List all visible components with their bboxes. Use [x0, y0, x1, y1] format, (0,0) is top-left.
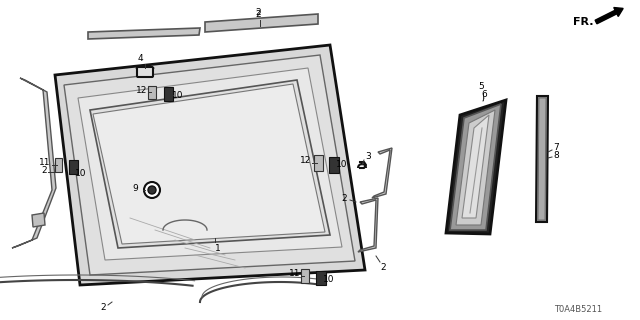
Polygon shape [450, 104, 501, 230]
Text: 2: 2 [100, 303, 106, 313]
Polygon shape [446, 100, 506, 234]
Polygon shape [538, 98, 546, 220]
Bar [68, 160, 77, 174]
Text: 10: 10 [76, 169, 87, 178]
Bar [163, 87, 173, 101]
Polygon shape [32, 213, 45, 227]
Polygon shape [93, 84, 325, 244]
Polygon shape [12, 78, 56, 248]
Text: 4: 4 [137, 53, 143, 62]
Text: 5: 5 [478, 82, 484, 91]
FancyBboxPatch shape [137, 67, 153, 77]
Text: 1: 1 [215, 244, 221, 252]
Text: 12: 12 [136, 85, 148, 94]
Text: 2: 2 [255, 10, 261, 19]
Bar [314, 155, 323, 171]
Text: 3: 3 [365, 151, 371, 161]
Bar [316, 271, 326, 285]
Bar [301, 269, 309, 283]
Text: 7: 7 [553, 142, 559, 151]
Text: 11: 11 [39, 157, 51, 166]
Polygon shape [88, 28, 200, 39]
Polygon shape [90, 80, 330, 248]
Text: 6: 6 [481, 90, 487, 99]
Circle shape [148, 186, 156, 194]
Text: 9: 9 [132, 183, 138, 193]
Bar [54, 158, 61, 172]
Text: 11: 11 [289, 269, 301, 278]
Polygon shape [358, 198, 378, 252]
Text: 8: 8 [553, 150, 559, 159]
Text: 2: 2 [341, 194, 347, 203]
Bar [329, 157, 339, 173]
Text: 10: 10 [323, 276, 335, 284]
Text: FR.: FR. [573, 17, 594, 27]
Polygon shape [205, 14, 318, 32]
Circle shape [144, 182, 160, 198]
Text: 12: 12 [300, 156, 312, 164]
Polygon shape [78, 68, 342, 260]
Polygon shape [536, 96, 548, 222]
Polygon shape [372, 148, 392, 198]
Text: 2: 2 [380, 263, 386, 273]
Polygon shape [462, 115, 489, 218]
Text: 2: 2 [255, 7, 261, 17]
FancyArrow shape [595, 8, 623, 24]
Text: 10: 10 [336, 159, 348, 169]
Text: 10: 10 [172, 91, 184, 100]
Text: 2: 2 [41, 165, 47, 174]
Text: T0A4B5211: T0A4B5211 [554, 306, 602, 315]
Polygon shape [55, 45, 365, 285]
Polygon shape [64, 55, 355, 275]
Polygon shape [456, 110, 495, 225]
Bar [148, 85, 156, 99]
